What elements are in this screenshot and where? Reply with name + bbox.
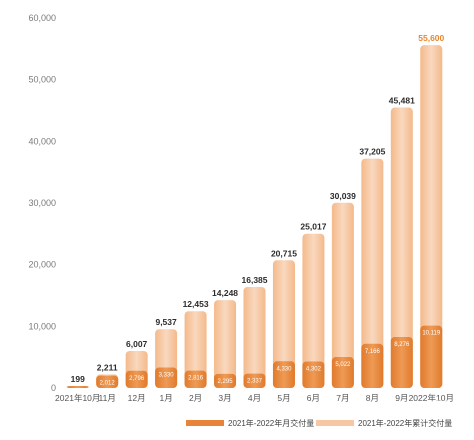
monthly-bar: [272, 361, 295, 388]
cumulative-bar: [66, 386, 89, 388]
y-tick-label: 60,000: [28, 13, 56, 23]
cumulative-bar: [390, 107, 413, 388]
y-tick-label: 20,000: [28, 260, 56, 270]
monthly-value-label: 2,295: [218, 379, 234, 385]
monthly-value-label: 2,337: [247, 379, 263, 385]
x-tick-label: 4月: [248, 393, 261, 403]
x-tick-label: 5月: [277, 393, 290, 403]
cumulative-value-label: 55,600: [418, 33, 444, 43]
x-tick-label: 8月: [366, 393, 379, 403]
monthly-value-label: 4,330: [276, 366, 292, 372]
cumulative-bar: [214, 300, 237, 388]
y-tick-label: 40,000: [28, 136, 56, 146]
y-axis: 0 10,000 20,000 30,000 40,000 50,000 60,000: [28, 13, 56, 393]
x-tick-label: 9月: [395, 393, 408, 403]
cumulative-value-label: 25,017: [300, 222, 326, 232]
monthly-bar: [155, 367, 178, 388]
monthly-bar: [302, 361, 325, 388]
cumulative-value-label: 16,385: [242, 275, 268, 285]
cumulative-value-label: 30,039: [330, 191, 356, 201]
monthly-bar: [361, 343, 384, 388]
y-tick-label: 30,000: [28, 198, 56, 208]
cumulative-bar: [184, 311, 207, 388]
cumulative-bar: [272, 260, 295, 388]
monthly-value-label: 5,022: [335, 362, 351, 368]
cumulative-value-label: 6,007: [126, 339, 148, 349]
x-tick-label: 1月: [159, 393, 172, 403]
x-tick-label: 2021年10月: [55, 393, 100, 403]
monthly-bar: [96, 375, 119, 388]
cumulative-bar: [302, 233, 325, 388]
monthly-value-label: 7,166: [365, 349, 381, 355]
legend: 2021年-2022年月交付量 2021年-2022年累计交付量: [186, 418, 452, 428]
cumulative-bar: [420, 45, 443, 389]
cumulative-bar: [243, 286, 266, 388]
legend-label-cumulative: 2021年-2022年累计交付量: [358, 418, 452, 428]
cumulative-value-label: 12,453: [183, 299, 209, 309]
monthly-bar: [390, 336, 413, 388]
legend-swatch-monthly: [186, 420, 224, 426]
cumulative-bar: [361, 158, 384, 388]
x-tick-label: 7月: [336, 393, 349, 403]
x-tick-label: 12月: [128, 393, 146, 403]
y-tick-label: 0: [51, 383, 56, 393]
legend-label-monthly: 2021年-2022年月交付量: [228, 418, 314, 428]
bars-group: 199 2,012 2,211 2,796 6,007 3,330 9,537 2,816 12…: [66, 33, 445, 389]
legend-swatch-cumulative: [316, 420, 354, 426]
monthly-bar: [214, 373, 237, 388]
monthly-bar: [420, 325, 443, 388]
monthly-bar: [243, 373, 266, 388]
x-tick-label: 2022年10月: [409, 393, 454, 403]
x-tick-label: 11月: [99, 393, 116, 403]
cumulative-value-label: 199: [71, 374, 85, 384]
monthly-bar: [125, 370, 148, 388]
y-tick-label: 50,000: [28, 75, 56, 85]
monthly-value-label: 2,816: [188, 376, 204, 382]
cumulative-value-label: 45,481: [389, 96, 415, 106]
monthly-bar: [331, 357, 354, 388]
cumulative-value-label: 14,248: [212, 288, 238, 298]
x-tick-label: 6月: [307, 393, 320, 403]
monthly-value-label: 4,302: [306, 366, 322, 372]
x-tick-label: 2月: [189, 393, 202, 403]
watermark-text: 知乎 @王毅骐: [388, 399, 451, 412]
monthly-bar: [184, 370, 207, 388]
cumulative-value-label: 20,715: [271, 248, 297, 258]
cumulative-value-label: 2,211: [97, 362, 118, 372]
monthly-value-label: 2,012: [100, 381, 116, 387]
cumulative-value-label: 37,205: [359, 147, 385, 157]
cumulative-bar: [331, 202, 354, 388]
monthly-value-label: 10,119: [422, 331, 441, 337]
cumulative-value-label: 9,537: [155, 317, 177, 327]
monthly-value-label: 3,330: [159, 372, 175, 378]
x-tick-label: 3月: [218, 393, 231, 403]
y-tick-label: 10,000: [28, 321, 56, 331]
monthly-value-label: 2,796: [129, 376, 145, 382]
monthly-value-label: 8,276: [394, 342, 410, 348]
